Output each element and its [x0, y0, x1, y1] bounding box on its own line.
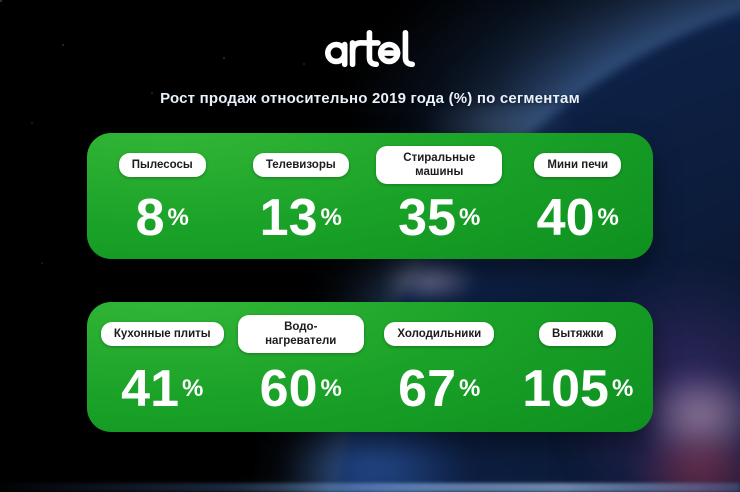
segment-label: Стиральные машины: [403, 152, 476, 178]
value-number: 40: [536, 188, 595, 247]
segments-panel-top: Пылесосы 8% Телевизоры 13% Стиральные ма…: [87, 133, 653, 259]
segment-label-pill: Телевизоры: [252, 153, 349, 177]
segment-cell: Пылесосы 8%: [93, 133, 232, 259]
value-unit: %: [459, 203, 481, 231]
segment-cell: Вытяжки 105%: [509, 302, 648, 432]
segment-label: Водо-нагреватели: [265, 321, 337, 347]
value-unit: %: [597, 203, 619, 231]
segment-cell: Мини печи 40%: [509, 133, 648, 259]
value-number: 60: [259, 359, 318, 418]
segment-value: 40%: [537, 188, 619, 259]
value-number: 67: [398, 359, 456, 418]
segment-value: 60%: [260, 357, 342, 432]
segment-label-pill: Кухонные плиты: [100, 322, 224, 346]
segment-cell: Кухонные плиты 41%: [93, 302, 232, 432]
value-number: 8: [135, 188, 165, 247]
value-unit: %: [611, 374, 634, 402]
segment-label: Кухонные плиты: [113, 328, 211, 340]
atmosphere-streak: [383, 258, 478, 302]
segment-label: Вытяжки: [552, 328, 604, 340]
value-number: 105: [522, 359, 609, 418]
header: artel: [0, 26, 740, 71]
segment-label-pill: Стиральные машины: [376, 146, 503, 184]
value-unit: %: [320, 374, 342, 402]
segment-label: Пылесосы: [131, 159, 193, 171]
segment-value: 41%: [121, 357, 203, 432]
value-number: 13: [259, 188, 318, 247]
value-unit: %: [167, 203, 189, 231]
segment-value: 105%: [522, 357, 633, 432]
segment-label: Мини печи: [547, 159, 609, 171]
value-number: 35: [398, 188, 456, 247]
segment-label-pill: Мини печи: [534, 153, 622, 177]
horizon-strip: [0, 483, 740, 492]
segment-value: 35%: [398, 188, 480, 259]
segment-cell: Водо-нагреватели 60%: [232, 302, 371, 432]
segment-value: 13%: [260, 188, 342, 259]
stars-background: [0, 0, 2, 2]
segment-label-pill: Вытяжки: [539, 322, 617, 346]
page-title: Рост продаж относительно 2019 года (%) п…: [160, 90, 580, 107]
segment-cell: Холодильники 67%: [370, 302, 509, 432]
segment-cell: Стиральные машины 35%: [370, 133, 509, 259]
segment-label-pill: Холодильники: [384, 322, 495, 346]
segment-label: Холодильники: [397, 328, 482, 340]
segment-value: 67%: [398, 357, 480, 432]
segment-label-pill: Пылесосы: [118, 153, 206, 177]
value-unit: %: [320, 203, 342, 231]
segments-panels: Пылесосы 8% Телевизоры 13% Стиральные ма…: [87, 133, 653, 432]
segments-panel-bottom: Кухонные плиты 41% Водо-нагреватели 60% …: [87, 302, 653, 432]
value-unit: %: [182, 374, 204, 402]
segment-label-pill: Водо-нагреватели: [237, 315, 364, 353]
night-city-glow-pink: [638, 368, 740, 463]
value-unit: %: [459, 374, 481, 402]
segment-value: 8%: [136, 188, 189, 259]
value-number: 41: [121, 359, 179, 418]
artel-logo-icon: [325, 29, 415, 68]
segment-cell: Телевизоры 13%: [232, 133, 371, 259]
segment-label: Телевизоры: [265, 159, 336, 171]
